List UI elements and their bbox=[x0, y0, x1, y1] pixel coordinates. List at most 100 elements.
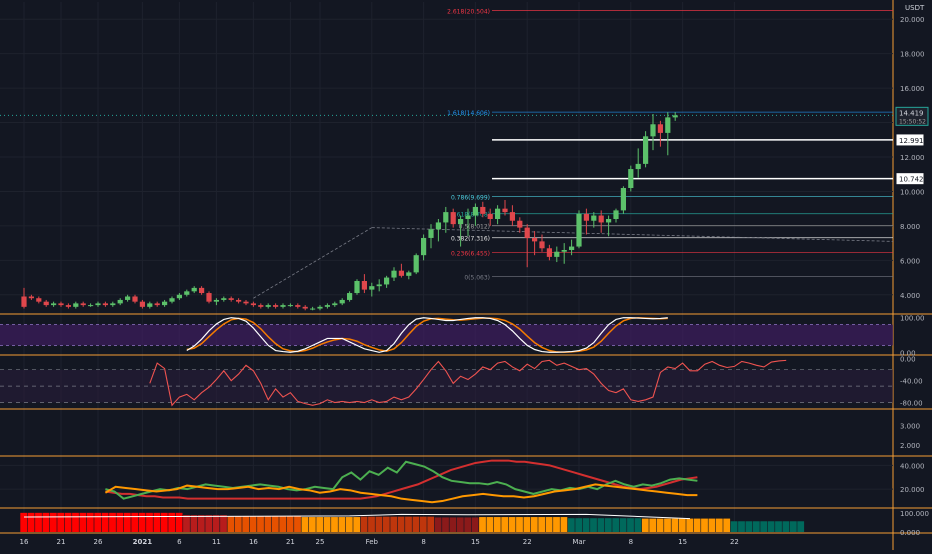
x-tick-label: 16 bbox=[249, 538, 258, 546]
williams-tick-label: 0.00 bbox=[900, 356, 916, 364]
volume-bar bbox=[146, 512, 153, 532]
candle-body bbox=[598, 215, 604, 223]
volume-bar bbox=[257, 516, 264, 532]
candle-body bbox=[620, 188, 626, 211]
empty-panel-tick-label: 2.000 bbox=[900, 442, 920, 450]
candle-body bbox=[154, 303, 160, 306]
candle-body bbox=[228, 298, 234, 300]
candle-body bbox=[110, 303, 116, 306]
candle-body bbox=[606, 219, 612, 223]
candle-body bbox=[125, 296, 131, 300]
fib-level-label: 0.382(7.316) bbox=[451, 236, 490, 243]
volume-bar bbox=[27, 512, 35, 532]
volume-bar bbox=[582, 518, 590, 532]
candle-body bbox=[310, 308, 316, 310]
volume-bar bbox=[153, 512, 161, 532]
candle-body bbox=[583, 213, 589, 221]
price-tick-label: 10.000 bbox=[900, 188, 925, 196]
volume-bar bbox=[775, 521, 782, 532]
volume-bar bbox=[627, 518, 634, 532]
volume-bar bbox=[442, 517, 449, 532]
volume-bar bbox=[649, 518, 657, 532]
candle-body bbox=[435, 222, 441, 230]
dmi-minus-di-line bbox=[104, 483, 698, 504]
volume-bar bbox=[397, 516, 405, 532]
volume-bar bbox=[752, 521, 760, 532]
x-tick-label: 25 bbox=[316, 538, 325, 546]
volume-bar bbox=[109, 512, 116, 532]
volume-bar bbox=[730, 521, 738, 532]
volume-bar bbox=[123, 512, 131, 532]
volume-bar bbox=[767, 521, 775, 532]
x-tick-label: 6 bbox=[177, 538, 182, 546]
price-tick-label: 12.000 bbox=[900, 154, 925, 162]
candle-body bbox=[428, 229, 434, 238]
volume-bar bbox=[449, 517, 457, 532]
volume-bar bbox=[220, 515, 227, 532]
volume-bar bbox=[331, 517, 338, 532]
candle-body bbox=[628, 169, 634, 188]
dmi-adx-line bbox=[105, 459, 698, 500]
williams-band bbox=[0, 369, 893, 403]
volume-bar bbox=[664, 518, 671, 532]
x-tick-label: 8 bbox=[421, 538, 425, 546]
volume-bar bbox=[405, 516, 412, 532]
volume-bar bbox=[49, 512, 57, 532]
price-tick-label: 18.000 bbox=[900, 51, 925, 59]
fib-level-label: 0(5.063) bbox=[464, 274, 490, 281]
fib-level-label: 1.618(14.606) bbox=[447, 110, 490, 117]
candle-body bbox=[472, 206, 478, 216]
volume-bar bbox=[516, 517, 523, 532]
candle-body bbox=[36, 298, 42, 302]
volume-bar bbox=[42, 512, 50, 532]
volume-bar bbox=[234, 516, 242, 532]
x-tick-label: 21 bbox=[57, 538, 66, 546]
price-label-box bbox=[895, 133, 925, 147]
volume-bar bbox=[72, 512, 79, 532]
fib-level-label: 2.618(20.504) bbox=[447, 9, 490, 16]
candle-body bbox=[147, 303, 153, 307]
trend-line bbox=[253, 227, 373, 299]
volume-bar bbox=[168, 512, 176, 532]
candle-body bbox=[613, 210, 619, 219]
volume-bar bbox=[590, 518, 597, 532]
candle-body bbox=[546, 248, 552, 257]
candle-body bbox=[591, 215, 597, 221]
candle-body bbox=[376, 284, 382, 287]
candle-body bbox=[58, 303, 64, 306]
candle-body bbox=[317, 306, 323, 309]
candle-body bbox=[332, 303, 338, 306]
candle-body bbox=[672, 115, 678, 118]
volume-bar bbox=[264, 516, 272, 532]
x-tick-label: 16 bbox=[20, 538, 29, 546]
candle-body bbox=[95, 303, 101, 306]
candle-body bbox=[657, 124, 663, 133]
volume-bar bbox=[612, 518, 620, 532]
volume-bar bbox=[560, 517, 568, 532]
x-tick-label: 15 bbox=[471, 538, 480, 546]
candle-body bbox=[569, 246, 575, 250]
candle-body bbox=[635, 163, 641, 170]
candle-body bbox=[132, 296, 138, 302]
candle-body bbox=[184, 291, 190, 295]
volume-bar bbox=[567, 518, 575, 532]
volume-bar bbox=[101, 512, 109, 532]
candle-body bbox=[176, 294, 182, 299]
volume-bar bbox=[242, 516, 250, 532]
candle-body bbox=[324, 305, 330, 307]
volume-bar bbox=[553, 517, 560, 532]
candle-body bbox=[354, 281, 360, 294]
candle-body bbox=[273, 305, 279, 307]
volume-bar bbox=[434, 517, 442, 532]
volume-bar bbox=[523, 517, 531, 532]
candle-body bbox=[643, 136, 649, 164]
volume-bar bbox=[205, 515, 213, 532]
candle-body bbox=[524, 227, 530, 238]
candle-body bbox=[80, 303, 86, 306]
price-label-text: 12.991 bbox=[899, 137, 924, 145]
volume-bar bbox=[782, 521, 790, 532]
williams-tick-label: -40.00 bbox=[900, 378, 923, 386]
trend-line bbox=[371, 227, 894, 242]
candle-body bbox=[265, 305, 271, 307]
